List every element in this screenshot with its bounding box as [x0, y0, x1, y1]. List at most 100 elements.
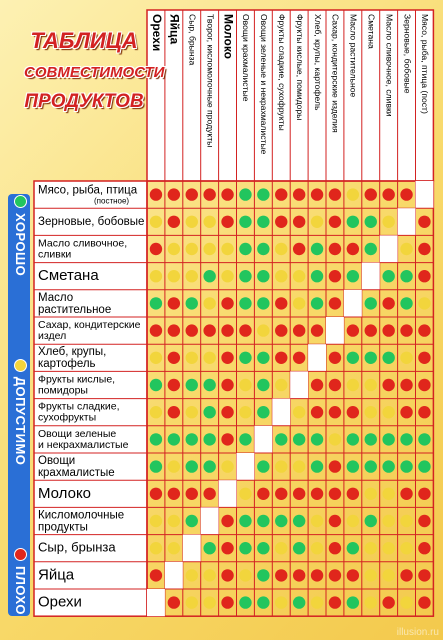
compatibility-dot	[328, 188, 342, 201]
compatibility-dot	[203, 242, 216, 256]
compatibility-dot	[185, 433, 198, 446]
compatibility-dot	[400, 487, 413, 500]
compatibility-dot	[149, 460, 163, 473]
column-header: Орехи	[150, 14, 164, 51]
compatibility-dot	[203, 406, 216, 419]
compatibility-dot	[328, 215, 342, 228]
diagonal-cell	[218, 480, 237, 508]
compatibility-dot	[185, 297, 198, 310]
compatibility-dot	[382, 460, 395, 473]
row-label: Зерновые, бобовые	[38, 216, 144, 228]
compatibility-dot	[364, 351, 377, 364]
compatibility-dot	[382, 569, 395, 582]
diagonal-cell	[272, 398, 291, 426]
compatibility-dot	[328, 351, 342, 364]
compatibility-dot	[292, 188, 306, 201]
compatibility-dot	[400, 433, 413, 446]
compatibility-dot	[400, 542, 413, 555]
compatibility-dot	[364, 596, 377, 609]
compatibility-dot	[239, 324, 252, 337]
compatibility-dot	[310, 406, 324, 419]
compatibility-dot	[203, 569, 216, 582]
column-header: Хлеб, крупы, картофель	[313, 14, 323, 111]
compatibility-dot	[185, 378, 198, 392]
row-label: Сыр, брынза	[38, 540, 116, 555]
compatibility-dot	[203, 487, 216, 500]
compatibility-dot	[185, 324, 198, 337]
compatibility-dot	[346, 324, 360, 337]
diagonal-cell	[397, 208, 416, 236]
row-label: Мясо, рыба, птица (постное)	[38, 185, 138, 206]
compatibility-dot	[149, 378, 163, 392]
legend-panel	[8, 194, 30, 616]
diagonal-cell	[254, 425, 273, 453]
compatibility-dot	[292, 569, 306, 582]
legend-bad-label: ПЛОХО	[13, 565, 29, 615]
compatibility-dot	[203, 596, 216, 609]
compatibility-dot	[257, 460, 270, 473]
compatibility-dot	[310, 514, 324, 528]
legend-good-label: ХОРОШО	[13, 213, 29, 277]
column-header: Сахар, кондитерские изделия	[331, 14, 341, 133]
compatibility-dot	[275, 378, 288, 392]
compatibility-dot	[221, 297, 234, 310]
compatibility-dot	[292, 324, 306, 337]
compatibility-dot	[221, 378, 234, 392]
compatibility-dot	[382, 596, 395, 609]
compatibility-dot	[275, 188, 288, 201]
compatibility-dot	[203, 215, 216, 228]
column-header: Фрукты сладкие, сухофрукты	[277, 14, 287, 131]
column-header: Яйца	[168, 14, 182, 45]
compatibility-dot	[275, 297, 288, 310]
compatibility-dot	[382, 215, 395, 228]
compatibility-dot	[221, 215, 234, 228]
row-label: Хлеб, крупы, картофель	[38, 346, 106, 370]
compatibility-dot	[239, 406, 252, 419]
yellow-dot-icon	[14, 358, 28, 372]
compatibility-dot	[382, 433, 395, 446]
compatibility-dot	[239, 270, 252, 283]
compatibility-dot	[400, 569, 413, 582]
column-header: Зерновые, бобовые	[402, 14, 412, 94]
compatibility-dot	[257, 270, 270, 283]
compatibility-dot	[239, 433, 252, 446]
compatibility-dot	[203, 351, 216, 364]
compatibility-dot	[203, 297, 216, 310]
compatibility-dot	[185, 351, 198, 364]
row-label: Фрукты кислые, помидоры	[38, 373, 115, 396]
compatibility-dot	[418, 270, 431, 283]
diagonal-cell	[290, 371, 309, 399]
compatibility-dot	[221, 542, 234, 555]
compatibility-dot	[400, 596, 413, 609]
compatibility-dot	[167, 596, 181, 609]
compatibility-dot	[382, 378, 395, 392]
compatibility-dot	[328, 514, 342, 528]
compatibility-dot	[167, 297, 181, 310]
compatibility-dot	[292, 433, 306, 446]
column-header: Масло растительное	[349, 14, 359, 98]
red-dot-icon	[14, 547, 28, 561]
compatibility-dot	[310, 270, 324, 283]
compatibility-dot	[149, 188, 163, 201]
compatibility-dot	[239, 297, 252, 310]
compatibility-dot	[310, 242, 324, 256]
diagonal-cell	[379, 235, 398, 263]
compatibility-dot	[418, 433, 431, 446]
compatibility-dot	[221, 596, 234, 609]
compatibility-dot	[328, 569, 342, 582]
compatibility-dot	[364, 514, 377, 528]
compatibility-dot	[382, 542, 395, 555]
compatibility-dot	[346, 188, 360, 201]
compatibility-dot	[364, 242, 377, 256]
compatibility-dot	[346, 433, 360, 446]
compatibility-dot	[346, 270, 360, 283]
legend-bad: ПЛОХО	[13, 547, 29, 615]
compatibility-dot	[292, 270, 306, 283]
compatibility-dot	[400, 188, 413, 201]
compatibility-dot	[292, 596, 306, 609]
compatibility-dot	[328, 378, 342, 392]
row-label: Сахар, кондитерские издел	[38, 319, 141, 342]
compatibility-dot	[346, 242, 360, 256]
compatibility-dot	[328, 542, 342, 555]
